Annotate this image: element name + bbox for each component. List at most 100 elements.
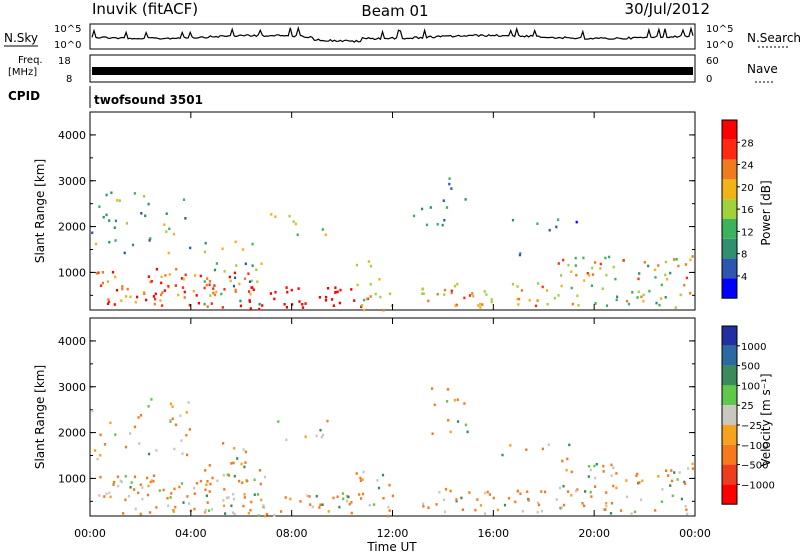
velocity-cell xyxy=(463,402,466,405)
power-cell xyxy=(168,273,171,276)
velocity-cell xyxy=(304,435,307,438)
power-y-tick: 1000 xyxy=(58,266,86,279)
power-cell xyxy=(164,274,167,277)
noise-sky-trace xyxy=(91,25,694,43)
velocity-cell xyxy=(438,490,441,494)
velocity-cell xyxy=(319,503,322,507)
velocity-cell xyxy=(453,398,456,402)
power-cell xyxy=(126,287,129,291)
power-cell xyxy=(536,222,539,225)
power-cell xyxy=(631,291,634,294)
power-cell xyxy=(114,239,117,242)
power-cell xyxy=(468,294,472,297)
power-cell xyxy=(363,308,366,312)
power-cell xyxy=(643,261,646,264)
velocity-cell xyxy=(280,510,283,513)
velocity-cell xyxy=(149,480,152,484)
power-cell xyxy=(517,303,520,306)
velocity-cell xyxy=(547,443,550,446)
power-cell xyxy=(197,301,200,305)
velocity-cell xyxy=(636,472,639,476)
velocity-cell xyxy=(561,459,564,463)
power-cell xyxy=(612,265,615,269)
velocity-cell xyxy=(166,496,169,500)
power-cell xyxy=(429,206,432,209)
velocity-cell xyxy=(206,501,209,504)
velocity-cell xyxy=(222,442,225,445)
velocity-cell xyxy=(185,411,188,414)
velocity-cell xyxy=(684,482,687,485)
velocity-cell xyxy=(188,502,191,505)
power-cell xyxy=(148,239,151,242)
velocity-cell xyxy=(284,496,287,499)
velocity-cell xyxy=(174,505,177,509)
velocity-cell xyxy=(447,419,450,422)
velocity-cell xyxy=(605,501,608,505)
velocity-cell xyxy=(589,468,592,472)
velocity-cell xyxy=(169,420,172,423)
velocity-cell xyxy=(665,469,668,472)
power-cell xyxy=(546,289,549,292)
power-cell xyxy=(546,303,549,306)
velocity-cell xyxy=(232,461,235,465)
power-cell xyxy=(594,261,597,264)
velocity-y-tick: 4000 xyxy=(58,335,86,348)
velocity-colorbar-segment xyxy=(722,484,737,505)
power-cell xyxy=(562,258,565,262)
velocity-colorbar-segment xyxy=(722,326,737,346)
x-tick-label: 04:00 xyxy=(175,527,207,540)
velocity-cell xyxy=(654,509,657,512)
velocity-cell xyxy=(594,476,597,480)
power-cell xyxy=(192,289,195,293)
power-colorbar-segment xyxy=(722,159,737,180)
power-cell xyxy=(123,251,126,255)
power-cell xyxy=(248,300,251,303)
power-cell xyxy=(250,286,253,289)
velocity-cell xyxy=(139,483,142,486)
velocity-cell xyxy=(315,434,318,438)
velocity-cell xyxy=(382,496,385,500)
power-cell xyxy=(557,262,560,265)
velocity-colorbar-tick: −1000 xyxy=(741,480,775,491)
velocity-cell xyxy=(318,506,321,509)
velocity-cell xyxy=(612,466,615,469)
velocity-cell xyxy=(299,500,302,503)
velocity-cell xyxy=(456,420,460,423)
power-cell xyxy=(627,302,631,306)
velocity-cell xyxy=(565,468,568,472)
power-cell xyxy=(389,292,392,296)
velocity-cell xyxy=(124,498,127,502)
power-cell xyxy=(685,276,688,280)
velocity-cell xyxy=(388,483,391,487)
velocity-cell xyxy=(169,402,172,406)
velocity-cell xyxy=(99,454,102,457)
power-cell xyxy=(143,292,146,296)
power-cell xyxy=(285,306,288,309)
power-cell xyxy=(577,304,580,307)
power-cell xyxy=(590,284,593,287)
power-cell xyxy=(163,289,166,292)
power-cell xyxy=(605,273,608,277)
velocity-cell xyxy=(306,494,309,498)
velocity-cell xyxy=(199,479,202,483)
velocity-cell xyxy=(468,491,471,494)
velocity-cell xyxy=(461,508,464,511)
power-cell xyxy=(223,288,226,291)
velocity-cell xyxy=(162,488,165,492)
velocity-cell xyxy=(209,482,212,486)
power-cell xyxy=(125,295,128,298)
power-cell xyxy=(209,294,212,297)
velocity-colorbar-tick: −500 xyxy=(741,461,768,472)
power-cell xyxy=(443,218,446,222)
power-cell xyxy=(471,292,474,295)
power-cell xyxy=(249,292,252,296)
velocity-colorbar-tick: −100 xyxy=(741,441,768,452)
power-cell xyxy=(648,289,651,293)
power-cell xyxy=(285,286,288,289)
power-cell xyxy=(594,302,597,305)
power-cell xyxy=(601,287,604,290)
power-cell xyxy=(332,304,335,307)
velocity-cell xyxy=(687,467,690,470)
power-colorbar-tick: 28 xyxy=(741,138,754,149)
velocity-cell xyxy=(238,479,241,483)
